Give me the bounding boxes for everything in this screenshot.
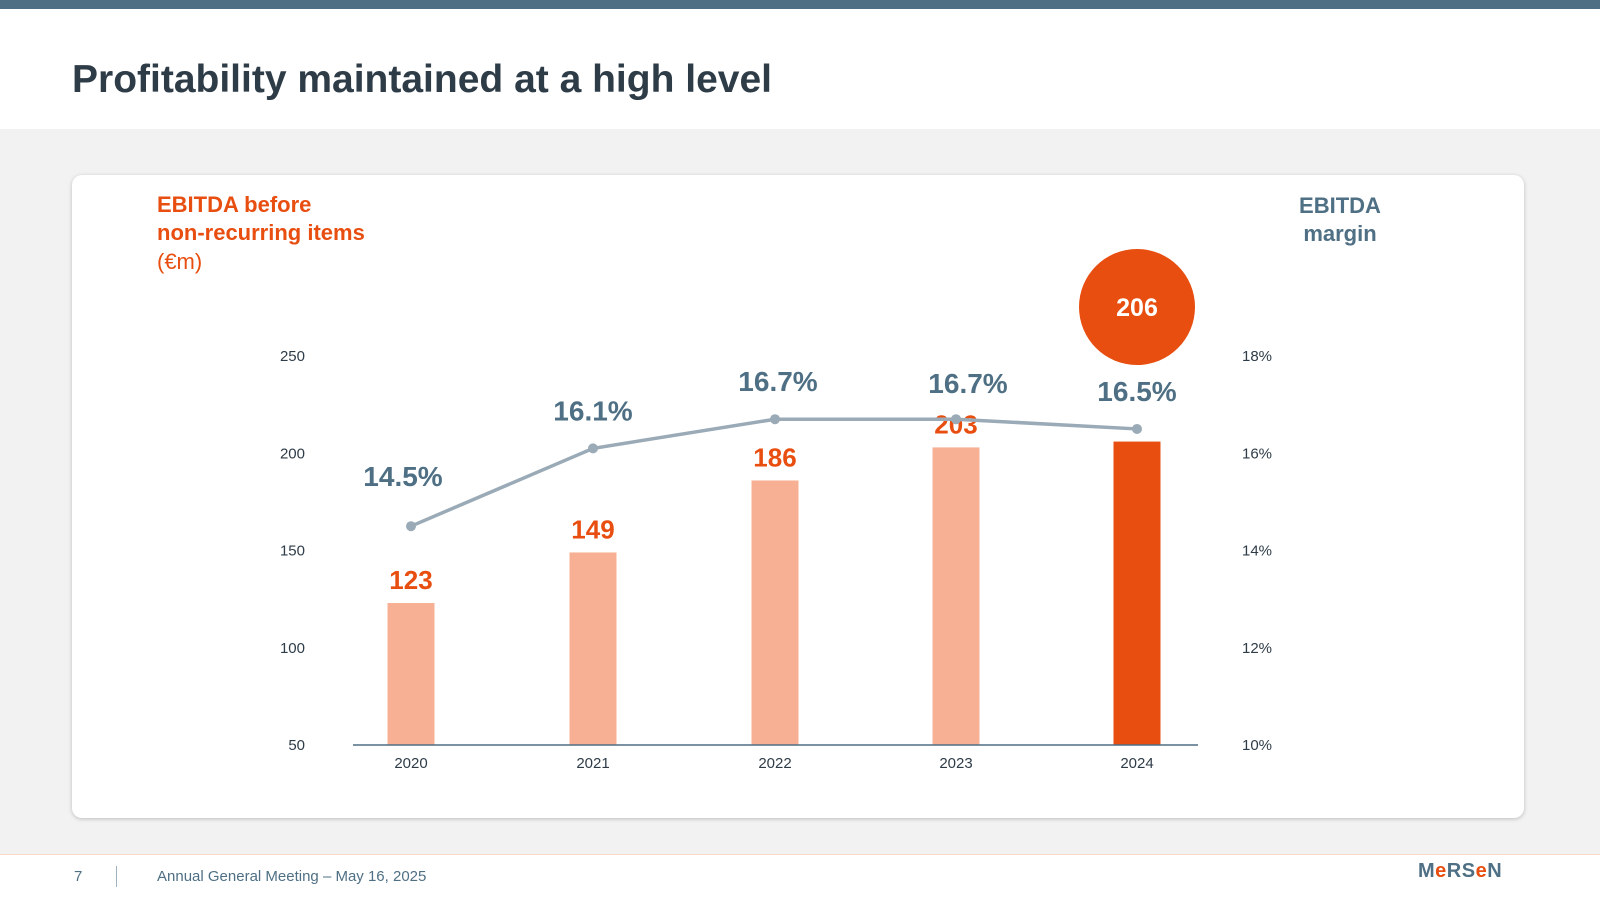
top-accent-bar — [0, 0, 1600, 9]
highlight-value-label: 206 — [1116, 294, 1158, 322]
margin-point — [588, 443, 598, 454]
bar-data-label: 149 — [571, 514, 614, 544]
logo-letter: M — [1418, 860, 1436, 882]
x-tick-label: 2023 — [939, 755, 972, 772]
y2-tick-label: 12% — [1242, 640, 1272, 657]
footer-divider — [0, 854, 1600, 855]
x-tick-label: 2024 — [1120, 755, 1153, 772]
left-axis-title-line-1: EBITDA before — [157, 192, 312, 217]
x-tick-label: 2021 — [576, 755, 609, 772]
logo-letter: e — [1435, 860, 1447, 882]
margin-point — [951, 414, 961, 425]
right-axis-title: EBITDA margin — [1280, 192, 1400, 248]
margin-data-label: 16.7% — [738, 366, 817, 397]
footer-separator — [116, 866, 117, 887]
mersen-logo: MeRSeN — [1418, 860, 1502, 883]
page-title: Profitability maintained at a high level — [72, 58, 772, 101]
margin-data-label: 16.7% — [928, 368, 1007, 399]
y2-tick-label: 10% — [1242, 737, 1272, 754]
y-tick-label: 50 — [288, 737, 305, 754]
bar-2023 — [932, 447, 980, 745]
bar-2022 — [751, 480, 799, 745]
logo-letter: S — [1461, 860, 1476, 882]
x-tick-label: 2022 — [758, 755, 791, 772]
margin-data-label: 14.5% — [363, 461, 442, 492]
bar-2021 — [569, 552, 617, 745]
y-tick-label: 250 — [280, 348, 305, 365]
margin-point — [406, 521, 416, 532]
left-axis-title: EBITDA before non-recurring items — [157, 191, 365, 247]
bar-2024 — [1113, 441, 1161, 745]
bar-2020 — [387, 603, 435, 745]
logo-letter: R — [1446, 860, 1462, 882]
y2-tick-label: 14% — [1242, 543, 1272, 560]
footer-text: Annual General Meeting – May 16, 2025 — [157, 868, 427, 885]
highlight-value-circle — [1079, 249, 1195, 365]
logo-wordmark: MeRSeN — [1418, 860, 1502, 882]
left-axis-unit: (€m) — [157, 249, 203, 274]
logo-letter: e — [1475, 860, 1488, 882]
y2-tick-label: 16% — [1242, 445, 1272, 462]
right-axis-title-line-2: margin — [1303, 221, 1377, 246]
logo-letter: N — [1487, 860, 1503, 882]
x-tick-label: 2020 — [394, 755, 427, 772]
left-axis-title-line-2: non-recurring items — [157, 220, 365, 245]
bar-data-label: 123 — [389, 565, 432, 595]
margin-point — [1132, 423, 1142, 434]
margin-data-label: 16.5% — [1097, 376, 1176, 407]
y-tick-label: 150 — [280, 543, 305, 560]
bar-data-label: 186 — [753, 442, 796, 472]
y2-tick-label: 18% — [1242, 348, 1272, 365]
page-number: 7 — [74, 868, 83, 885]
right-axis-title-line-1: EBITDA — [1299, 193, 1381, 218]
y-tick-label: 200 — [280, 445, 305, 462]
margin-data-label: 16.1% — [553, 395, 632, 426]
bar-data-label: 203 — [934, 409, 977, 439]
margin-point — [770, 414, 780, 425]
y-tick-label: 100 — [280, 640, 305, 657]
